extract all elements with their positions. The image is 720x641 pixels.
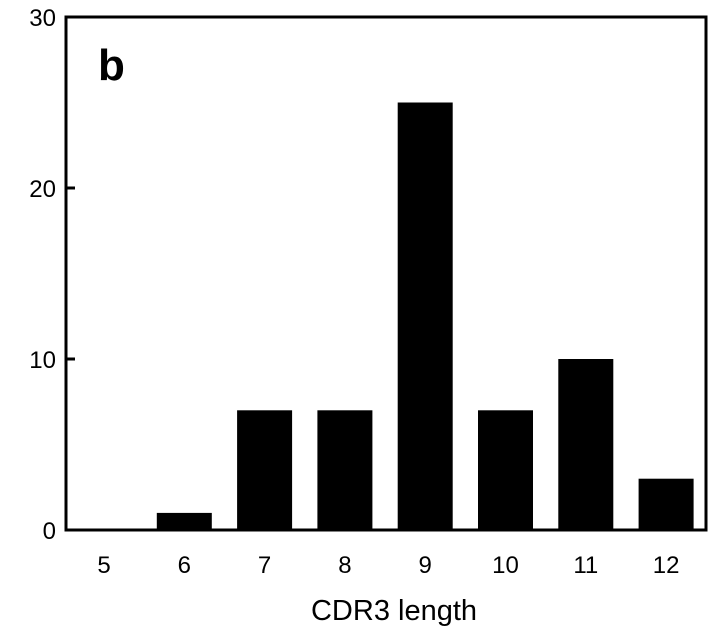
x-tick-label-12: 12 (653, 552, 680, 579)
panel-label: b (98, 41, 125, 90)
bars-group (156, 102, 694, 530)
y-axis-ticks: 0 10 20 30 (29, 5, 75, 545)
plot-frame (64, 15, 708, 532)
x-axis-ticks: 5 6 7 8 9 10 11 12 (97, 552, 679, 579)
x-tick-label-6: 6 (178, 552, 191, 579)
x-tick-label-8: 8 (338, 552, 351, 579)
x-tick-label-9: 9 (419, 552, 432, 579)
x-axis-title: CDR3 length (311, 595, 477, 627)
y-tick-label-20: 20 (29, 176, 56, 203)
x-tick-label-10: 10 (492, 552, 519, 579)
x-tick-label-5: 5 (97, 552, 110, 579)
y-tick-label-10: 10 (29, 347, 56, 374)
x-tick-label-11: 11 (573, 552, 598, 579)
y-tick-label-30: 30 (29, 5, 56, 32)
bar-10 (478, 410, 533, 530)
y-tick-label-0: 0 (43, 518, 56, 545)
bar-11 (558, 359, 614, 530)
bar-7 (237, 410, 293, 530)
bar-6 (156, 512, 212, 530)
bar-8 (317, 410, 373, 530)
x-tick-label-7: 7 (258, 552, 271, 579)
bar-12 (638, 478, 694, 530)
bar-9 (397, 102, 453, 530)
